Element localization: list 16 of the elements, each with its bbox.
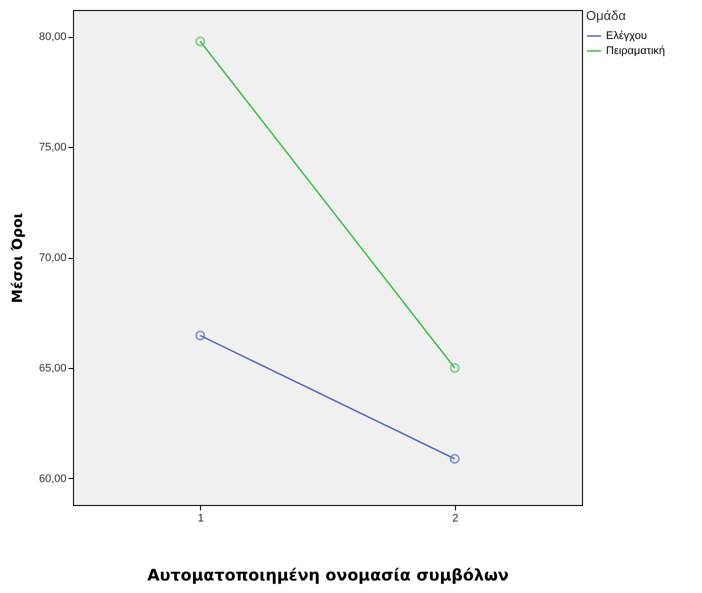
y-axis-title: Μέσοι Όροι — [10, 212, 26, 304]
point — [450, 454, 460, 464]
y-tick-label: 75,00 — [38, 142, 66, 154]
legend-label: Πειραματική — [606, 45, 666, 57]
y-tick-label: 80,00 — [38, 31, 66, 44]
x-tick-label: 2 — [452, 512, 458, 524]
legend-label: Ελέγχου — [606, 30, 647, 42]
point — [450, 363, 460, 373]
y-tick-label: 70,00 — [38, 252, 66, 264]
point — [195, 36, 206, 46]
x-tick-label: 1 — [198, 512, 204, 524]
x-axis-title: Αυτοματοποιημένη ονομασία συμβόλων — [147, 566, 509, 584]
y-tick-label: 65,00 — [38, 362, 66, 374]
legend-title: Ομάδα — [586, 8, 626, 23]
y-tick-label: 60,00 — [38, 472, 66, 485]
point — [195, 330, 206, 340]
